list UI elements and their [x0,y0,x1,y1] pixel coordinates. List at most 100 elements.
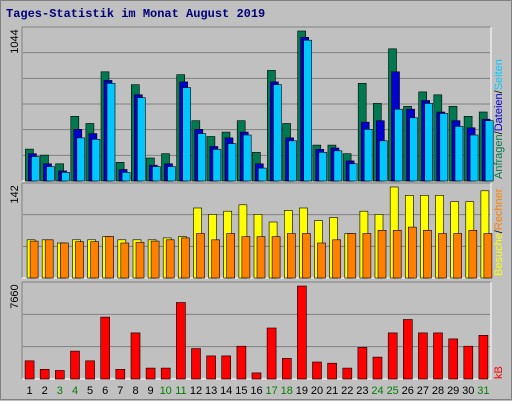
bar-seiten-day-2 [46,166,55,182]
bar-rechner-day-27 [423,230,432,279]
bar-rechner-day-7 [120,242,130,279]
bar-rechner-day-13 [211,239,220,279]
bar-seiten-day-1 [31,156,40,182]
bar-kb-day-3 [54,370,65,380]
bar-kb-day-21 [327,362,337,380]
bar-seiten-day-27 [424,103,434,182]
bar-seiten-day-25 [394,108,403,182]
bar-seiten-day-29 [454,126,464,182]
bar-seiten-day-6 [106,83,116,182]
bar-rechner-day-14 [226,233,235,279]
bar-seiten-day-11 [182,87,191,182]
bar-rechner-day-30 [468,230,478,279]
bar-kb-day-4 [70,350,80,380]
x-tick-label-day-9: 9 [148,385,154,397]
bar-rechner-day-20 [317,242,326,279]
x-tick-label-day-17: 17 [265,385,277,397]
x-tick-label-day-11: 11 [175,385,186,397]
bar-kb-day-2 [39,368,50,380]
panel-volume-background [22,282,491,379]
bar-rechner-day-19 [302,233,311,279]
bar-rechner-day-8 [135,242,145,279]
bar-rechner-day-18 [286,233,296,279]
bar-seiten-day-15 [242,134,252,182]
x-tick-label-day-7: 7 [117,385,123,397]
x-tick-label-day-22: 22 [341,385,353,397]
bar-seiten-day-24 [378,140,388,182]
x-tick-label-day-15: 15 [235,385,247,397]
legend-hits: Anfragen/Dateien/Seiten [493,59,505,179]
bar-seiten-day-7 [121,172,131,182]
bar-seiten-day-17 [273,84,282,182]
legend-besuche: Besuche [493,233,505,276]
bar-kb-day-29 [448,338,459,380]
bar-rechner-day-5 [90,241,99,279]
x-tick-label-day-21: 21 [326,385,338,397]
bar-rechner-day-29 [453,233,463,279]
x-tick-label-day-28: 28 [432,385,444,397]
bar-kb-day-9 [145,367,156,380]
bar-rechner-day-23 [362,233,372,279]
scale-label-volume: 7660 [9,284,21,308]
bar-kb-day-26 [402,319,413,380]
bar-kb-day-27 [418,332,428,380]
bar-kb-day-17 [266,327,277,380]
bar-kb-day-15 [236,345,247,380]
bar-kb-day-1 [24,360,35,380]
x-tick-label-day-5: 5 [87,385,93,397]
bar-seiten-day-20 [318,152,328,182]
x-tick-label-day-19: 19 [296,385,308,397]
x-tick-label-day-3: 3 [57,385,63,397]
scale-label-visits: 142 [9,185,21,203]
bar-kb-day-20 [312,361,322,380]
x-tick-label-day-30: 30 [462,385,474,397]
bar-kb-day-28 [433,332,443,380]
bar-rechner-day-6 [105,236,114,279]
bar-seiten-day-4 [76,137,86,182]
bar-rechner-day-2 [44,239,54,279]
x-tick-label-day-8: 8 [132,385,138,397]
legend-kb: kB [493,366,505,379]
x-tick-label-day-13: 13 [205,385,217,397]
bar-rechner-day-28 [438,233,447,279]
bar-seiten-day-31 [484,120,494,182]
bar-rechner-day-1 [29,240,39,279]
x-tick-label-day-29: 29 [447,385,459,397]
legend-volume: kB [493,366,505,379]
bar-seiten-day-30 [469,134,479,182]
chart-title: Tages-Statistik im Monat August 2019 [6,7,266,21]
x-tick-label-day-27: 27 [417,385,429,397]
bar-rechner-day-24 [377,230,387,279]
bar-kb-day-31 [478,334,489,380]
bar-rechner-day-4 [75,241,84,279]
legend-dateien: Dateien [493,93,505,131]
x-tick-label-day-6: 6 [102,385,108,397]
bar-seiten-day-19 [303,39,313,182]
bar-kb-day-11 [176,302,186,380]
bar-kb-day-24 [372,356,383,380]
bar-kb-day-6 [100,316,110,380]
bar-rechner-day-12 [196,233,205,279]
legend-anfragen: Anfragen [493,134,505,179]
bar-rechner-day-3 [59,242,69,279]
x-tick-label-day-24: 24 [371,385,383,397]
bar-seiten-day-26 [409,117,418,182]
x-tick-label-day-2: 2 [42,385,48,397]
scale-label-hits: 1044 [9,29,21,53]
x-tick-label-day-14: 14 [220,385,232,397]
bar-seiten-day-5 [91,139,101,182]
bar-seiten-day-14 [227,143,237,182]
bar-rechner-day-21 [332,239,341,279]
bar-kb-day-13 [206,355,216,380]
bar-seiten-day-13 [212,149,222,182]
bar-rechner-day-16 [256,236,266,279]
bar-seiten-day-18 [288,140,297,182]
bar-seiten-day-8 [137,97,146,182]
x-tick-label-day-25: 25 [387,385,399,397]
bar-kb-day-25 [387,332,398,380]
x-tick-label-day-26: 26 [402,385,414,397]
bar-kb-day-18 [281,358,292,380]
x-tick-label-day-10: 10 [160,385,172,397]
x-tick-label-day-23: 23 [356,385,368,397]
